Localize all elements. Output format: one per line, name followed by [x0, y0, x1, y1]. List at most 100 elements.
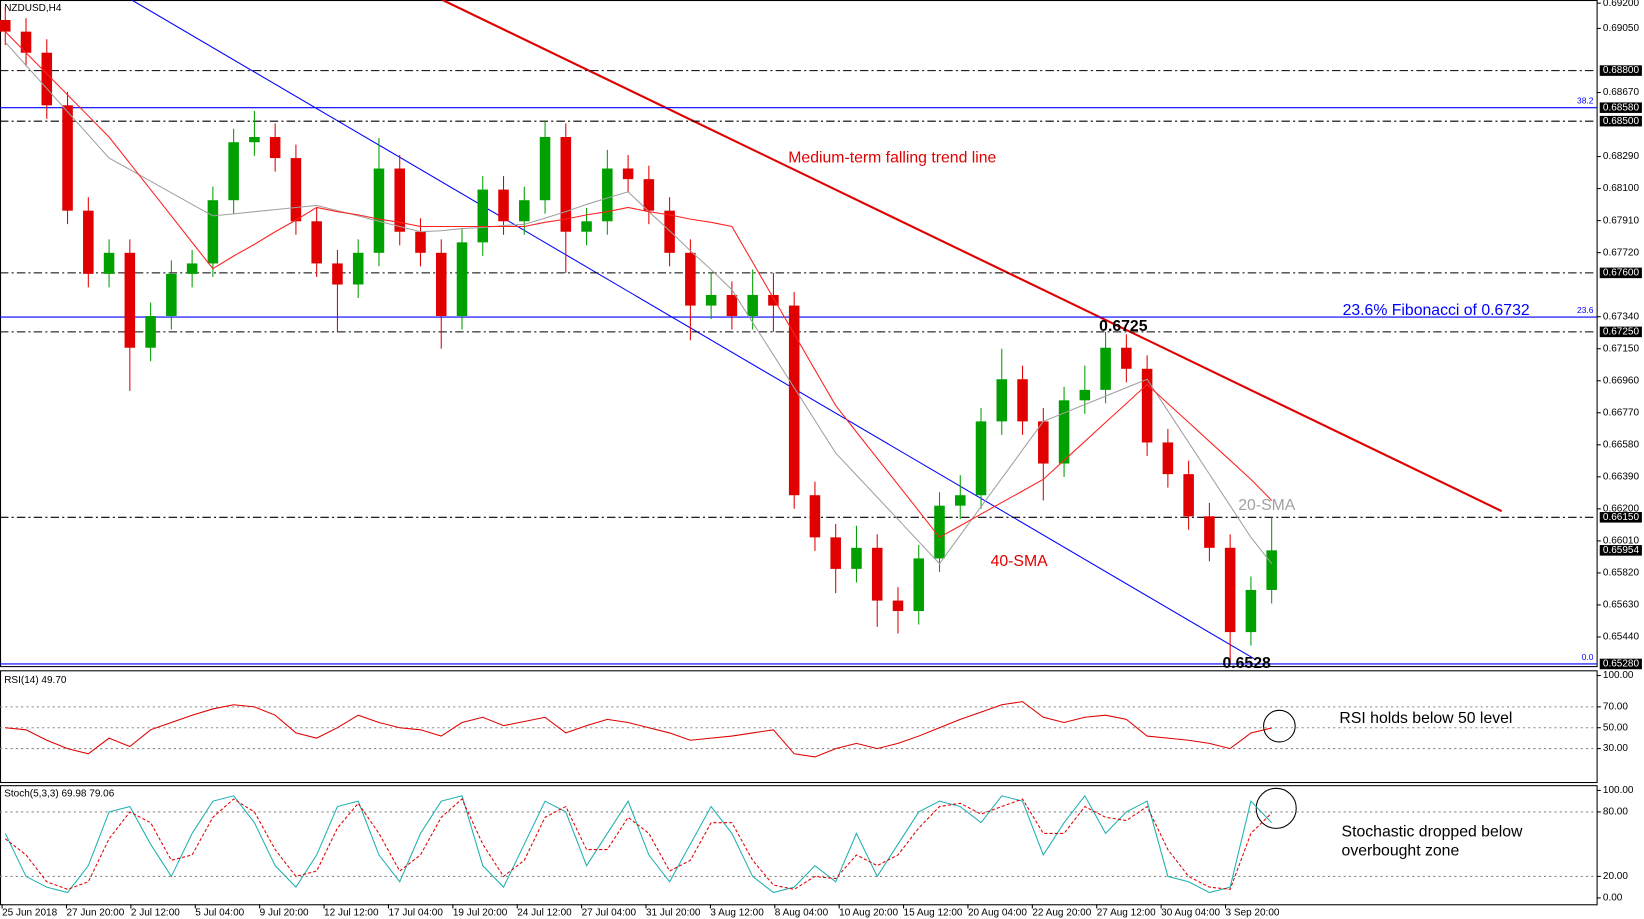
level-label: 0.68580 [1603, 102, 1640, 113]
annotation: overbought zone [1342, 843, 1460, 860]
candle-body [249, 137, 260, 143]
y-tick-label: 0.67340 [1603, 311, 1640, 322]
stoch-line [4, 794, 1273, 894]
candle-body [20, 31, 32, 53]
level-label: 0.67250 [1603, 327, 1640, 338]
candle-body [352, 252, 364, 285]
candle-body [1141, 368, 1153, 443]
candle-body [519, 200, 530, 222]
level-box [1599, 102, 1642, 113]
candle-body [41, 52, 53, 106]
candle-body [851, 547, 862, 569]
candle-body [1204, 516, 1215, 548]
level-box [1599, 115, 1642, 127]
fib-label: 0.0 [1582, 652, 1594, 662]
y-tick-label: 20.00 [1603, 871, 1628, 882]
y-tick-label: 0.66200 [1603, 504, 1640, 515]
annotation: 0.6528 [1222, 655, 1271, 672]
y-tick-label: 50.00 [1603, 722, 1628, 733]
x-tick-label: 15 Aug 12:00 [904, 907, 963, 918]
candle-body [311, 221, 322, 264]
y-tick-label: 0.68100 [1603, 183, 1640, 194]
candle-body [1162, 442, 1174, 475]
annotation: RSI holds below 50 level [1339, 710, 1512, 727]
level-label: 0.67600 [1603, 268, 1640, 279]
y-tick-label: 0.66390 [1603, 471, 1640, 482]
y-tick-label: 0.65440 [1603, 632, 1640, 643]
candle-body [269, 137, 281, 159]
level-label: 0.68500 [1603, 116, 1640, 127]
candle-body [415, 231, 426, 253]
channel-line [131, 0, 1255, 660]
moving-average [4, 31, 1273, 539]
candle-body [228, 142, 239, 201]
y-tick-label: 0.66010 [1603, 536, 1640, 547]
x-tick-label: 20 Aug 04:00 [968, 907, 1027, 918]
x-tick-label: 5 Jul 04:00 [195, 907, 244, 918]
level-box [1599, 512, 1642, 523]
x-tick-label: 9 Jul 20:00 [260, 907, 309, 918]
candle-body [747, 294, 758, 317]
candle-body [394, 168, 405, 232]
fib-label: 38.2 [1577, 96, 1594, 106]
candle-body [913, 558, 925, 612]
candle-body [1079, 389, 1091, 401]
x-tick-label: 2 Jul 12:00 [131, 907, 180, 918]
annotation: Stochastic dropped below [1342, 824, 1523, 841]
candle-body [1038, 421, 1049, 464]
level-label: 0.65280 [1603, 659, 1640, 670]
candle-body [1183, 474, 1194, 517]
candle-body [103, 252, 115, 274]
candle-body [705, 294, 717, 306]
candle-body [456, 242, 468, 317]
candle-body [124, 252, 136, 348]
x-tick-label: 22 Aug 20:00 [1032, 907, 1091, 918]
candle-body [581, 221, 592, 232]
y-tick-label: 0.69050 [1603, 23, 1640, 34]
candle-body [332, 263, 343, 285]
fib-label: 23.6 [1577, 305, 1594, 315]
x-tick-label: 17 Jul 04:00 [388, 907, 443, 918]
candle-body [1224, 547, 1236, 633]
annotation: 23.6% Fibonacci of 0.6732 [1343, 302, 1530, 319]
candle-body [996, 379, 1008, 422]
candle-body [207, 200, 219, 264]
level-label: 0.65954 [1603, 545, 1640, 556]
candle-body [1058, 400, 1070, 464]
candle-body [975, 421, 987, 496]
y-tick-label: 100.00 [1603, 785, 1634, 796]
moving-average [4, 41, 1273, 565]
candle-body [954, 495, 966, 506]
y-tick-label: 0.66960 [1603, 375, 1640, 386]
annotation: Medium-term falling trend line [788, 149, 996, 166]
candle-body [602, 168, 613, 222]
stoch-panel [0, 785, 1598, 906]
y-tick-label: 0.00 [1603, 893, 1623, 904]
x-tick-label: 30 Aug 04:00 [1161, 907, 1220, 918]
level-box [1599, 326, 1642, 338]
candle-body [1121, 347, 1132, 369]
candle-body [435, 252, 447, 317]
level-box [1599, 267, 1642, 279]
y-tick-label: 70.00 [1603, 701, 1628, 712]
candle-body [186, 263, 198, 274]
candle-body [83, 210, 94, 274]
level-label: 0.68800 [1603, 65, 1640, 76]
rsi-line [5, 701, 1272, 758]
level-label: 0.66150 [1603, 512, 1640, 523]
candle-body [539, 137, 551, 201]
annotation: 40-SMA [991, 553, 1049, 570]
level-box [1599, 658, 1642, 670]
rsi-panel [0, 670, 1598, 784]
candle-body [726, 294, 738, 317]
y-tick-label: 0.68670 [1603, 87, 1640, 98]
candle-body [373, 168, 385, 253]
candle-body [166, 273, 177, 317]
y-tick-label: 0.69200 [1603, 0, 1640, 9]
y-tick-label: 80.00 [1603, 807, 1628, 818]
level-box [1599, 545, 1642, 556]
candle-body [934, 505, 945, 559]
candle-body [1017, 379, 1028, 422]
candle-body [0, 20, 11, 32]
